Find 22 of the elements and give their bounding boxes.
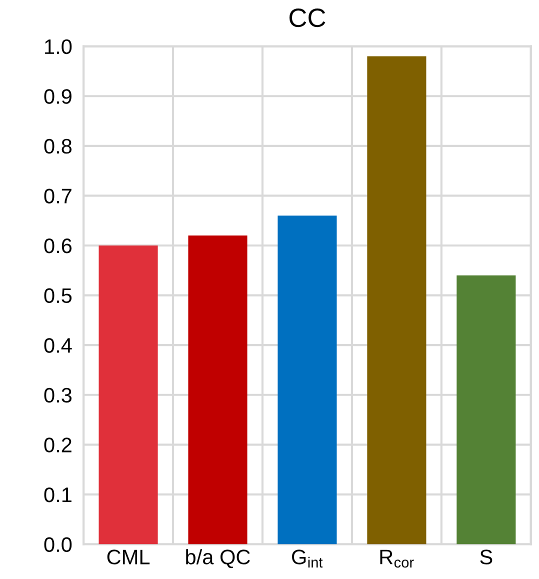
y-tick-label: 0.1 — [44, 487, 72, 502]
y-tick-label: 0.6 — [44, 238, 72, 254]
bar — [278, 216, 337, 544]
y-tick-label: 0.8 — [44, 138, 72, 154]
y-tick-label: 0.5 — [44, 288, 72, 304]
y-tick-label: 0.4 — [44, 338, 72, 353]
y-tick-label: 0.9 — [44, 89, 72, 104]
x-tick-label: G$_{int}$ — [292, 550, 323, 568]
x-tick-label: R$_{cor}$ — [380, 550, 414, 568]
y-tick-label: 0.7 — [44, 188, 72, 204]
x-tick-label: CML — [107, 550, 150, 564]
chart-title: CC — [290, 8, 326, 28]
y-tick-label: 0.0 — [44, 537, 72, 552]
y-tick-label: 0.2 — [44, 438, 72, 452]
bar — [367, 56, 426, 544]
y-tick-label: 0.3 — [44, 388, 72, 403]
x-tick-label: S — [480, 550, 492, 564]
bar — [188, 236, 248, 544]
x-tick-label: b/a QC — [186, 549, 250, 568]
bar — [456, 275, 516, 544]
y-tick-label: 1.0 — [45, 39, 72, 54]
bar — [98, 245, 158, 544]
